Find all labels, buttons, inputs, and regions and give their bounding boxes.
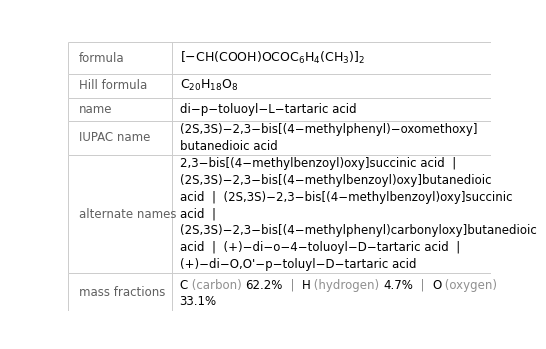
Text: C: C xyxy=(180,279,188,292)
Text: (carbon): (carbon) xyxy=(188,279,245,292)
Text: 33.1%: 33.1% xyxy=(180,295,217,308)
Text: di−p−toluoyl−L−tartaric acid: di−p−toluoyl−L−tartaric acid xyxy=(180,103,356,116)
Text: IUPAC name: IUPAC name xyxy=(79,132,150,144)
Text: 4.7%: 4.7% xyxy=(383,279,413,292)
Text: (hydrogen): (hydrogen) xyxy=(311,279,383,292)
Text: |: | xyxy=(283,279,301,292)
Text: 62.2%: 62.2% xyxy=(245,279,283,292)
Text: (2S,3S)−2,3−bis[(4−methylphenyl)−oxomethoxy]
butanedioic acid: (2S,3S)−2,3−bis[(4−methylphenyl)−oxometh… xyxy=(180,123,477,153)
Text: $[-\mathrm{CH(COOH)OCOC}_6\mathrm{H}_4\mathrm{(CH}_3\mathrm{)]}_2$: $[-\mathrm{CH(COOH)OCOC}_6\mathrm{H}_4\m… xyxy=(180,50,365,66)
Text: name: name xyxy=(79,103,112,116)
Text: formula: formula xyxy=(79,52,124,65)
Text: |: | xyxy=(413,279,432,292)
Text: H: H xyxy=(301,279,311,292)
Text: Hill formula: Hill formula xyxy=(79,80,147,92)
Text: $\mathrm{C}_{20}\mathrm{H}_{18}\mathrm{O}_8$: $\mathrm{C}_{20}\mathrm{H}_{18}\mathrm{O… xyxy=(180,79,238,94)
Text: O: O xyxy=(432,279,441,292)
Text: 2,3−bis[(4−methylbenzoyl)oxy]succinic acid  |
(2S,3S)−2,3−bis[(4−methylbenzoyl)o: 2,3−bis[(4−methylbenzoyl)oxy]succinic ac… xyxy=(180,157,536,271)
Text: (oxygen): (oxygen) xyxy=(441,279,497,292)
Text: mass fractions: mass fractions xyxy=(79,285,165,298)
Text: alternate names: alternate names xyxy=(79,208,176,221)
